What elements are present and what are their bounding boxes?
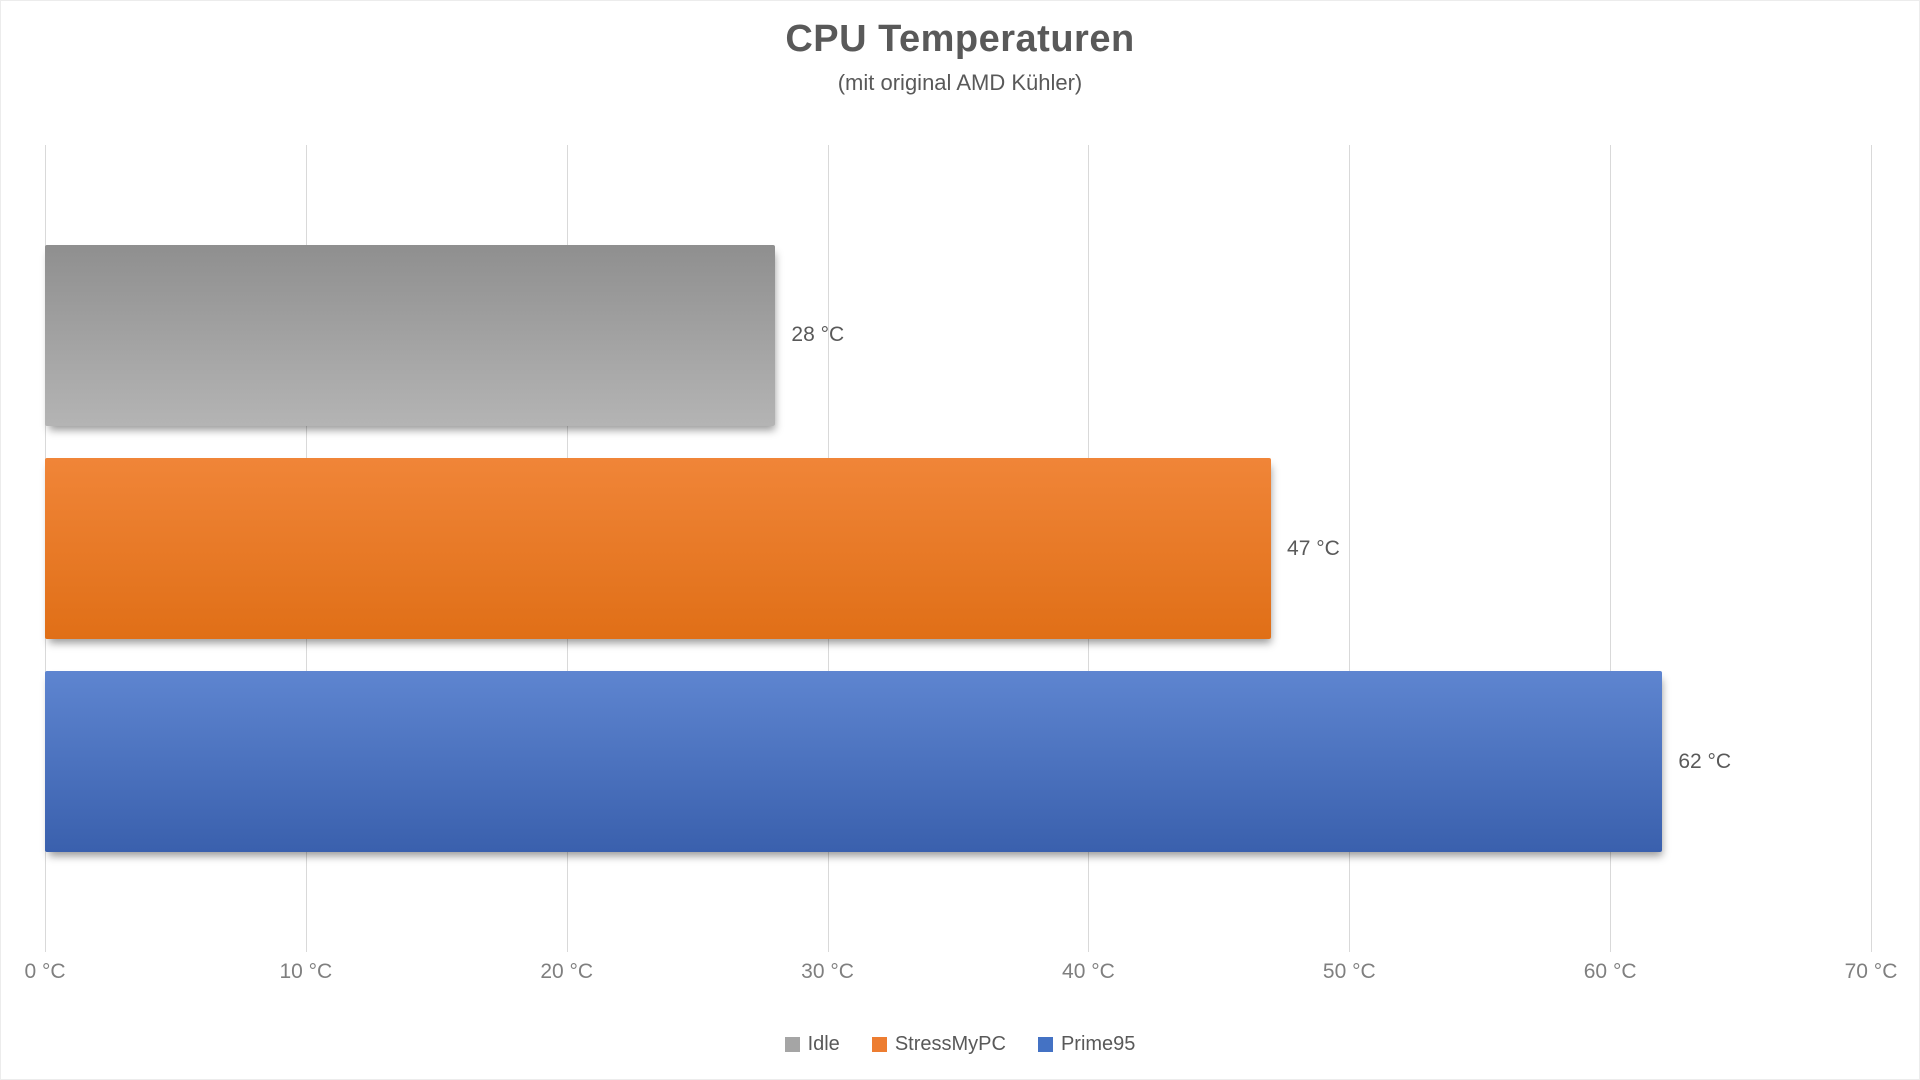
x-axis-tick-label: 70 °C	[1844, 960, 1898, 983]
chart-subtitle: (mit original AMD Kühler)	[837, 70, 1083, 95]
bar-value-label: 62 °C	[1678, 749, 1732, 773]
bar-idle	[45, 244, 776, 426]
x-axis-tick-label: 0 °C	[24, 960, 66, 983]
x-axis-tick-label: 20 °C	[540, 960, 594, 983]
legend-item-idle: Idle	[784, 1033, 840, 1056]
bar-stressmypc	[45, 458, 1272, 639]
gridline	[1871, 145, 1872, 952]
gridline	[1610, 145, 1612, 952]
legend-item-stressmypc: StressMyPC	[871, 1033, 1006, 1056]
x-axis-tick-label: 40 °C	[1062, 960, 1115, 983]
legend-label: Idle	[807, 1033, 840, 1055]
x-axis: 0 °C 10 °C 20 °C 30 °C 40 °C 50 °C 60 °C 70 °C	[24, 960, 1897, 994]
x-axis-tick-label: 30 °C	[801, 960, 854, 983]
legend-label: Prime95	[1060, 1033, 1136, 1055]
plot-area: 28 °C 47 °C 62 °C	[45, 145, 1872, 952]
legend-swatch-icon	[871, 1037, 887, 1052]
bar-value-label: 47 °C	[1287, 536, 1340, 560]
x-axis-tick-label: 10 °C	[279, 960, 333, 983]
x-axis-tick-label: 60 °C	[1583, 960, 1637, 983]
legend-item-prime95: Prime95	[1037, 1033, 1136, 1056]
gridline	[1349, 145, 1351, 952]
legend-swatch-icon	[784, 1037, 800, 1052]
legend-label: StressMyPC	[894, 1033, 1006, 1055]
bar-value-label: 28 °C	[791, 323, 845, 347]
bar-prime95	[45, 671, 1663, 853]
legend-swatch-icon	[1037, 1037, 1053, 1052]
legend: Idle StressMyPC Prime95	[0, 1033, 1920, 1056]
x-axis-tick-label: 50 °C	[1322, 960, 1376, 983]
chart-title: CPU Temperaturen	[785, 18, 1135, 60]
